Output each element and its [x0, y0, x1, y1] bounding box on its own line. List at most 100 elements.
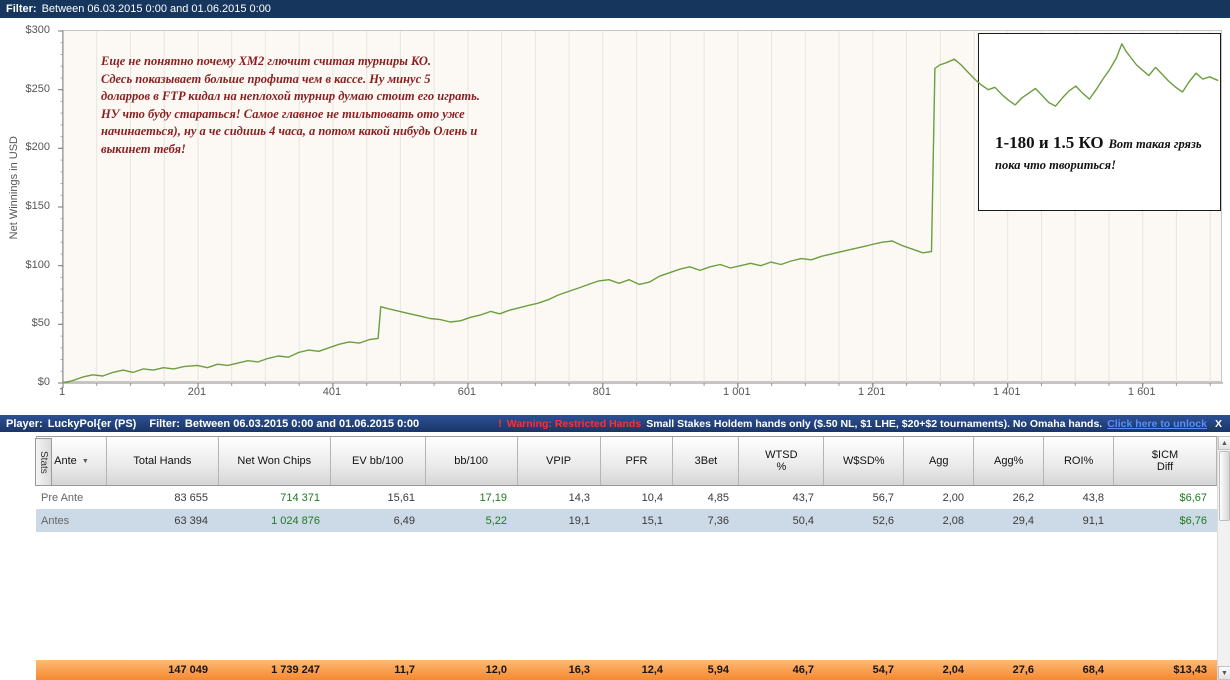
y-tick-label: $100 — [25, 258, 50, 271]
col-header-label: Ante — [54, 455, 77, 467]
x-tick-label: 1 — [58, 386, 66, 398]
summary-cell: 27,6 — [1012, 664, 1034, 676]
x-tick-label: 1 201 — [858, 386, 886, 398]
summary-row: 147 049 1 739 247 11,7 12,0 16,3 12,4 5,94 46,7… — [36, 660, 1217, 680]
summary-cell: 68,4 — [1082, 664, 1104, 676]
col-header-vpip[interactable]: VPIP — [518, 437, 601, 485]
cell-value: 43,7 — [792, 491, 814, 504]
col-header-icm-diff[interactable]: $ICM Diff — [1114, 437, 1217, 485]
cell-value: 17,19 — [479, 491, 507, 504]
y-tick-label: $50 — [31, 317, 50, 330]
net-winnings-chart: Net Winnings in USD $0 $50 $100 $150 $200 $25… — [0, 18, 1230, 415]
top-filter-bar: Filter: Between 06.03.2015 0:00 and 01.0… — [0, 0, 1230, 18]
cell-value: 63 394 — [174, 514, 208, 527]
cell-value: 52,6 — [872, 514, 894, 527]
col-header-label: Net Won Chips — [237, 455, 312, 467]
cell-value: 91,1 — [1082, 514, 1104, 527]
summary-cell: 46,7 — [792, 664, 814, 676]
summary-cell: 12,0 — [485, 664, 507, 676]
cell-value: 15,61 — [387, 491, 415, 504]
scroll-down-icon[interactable]: ▼ — [1218, 666, 1230, 680]
cell-value: 43,8 — [1082, 491, 1104, 504]
warning-title: Warning: Restricted Hands — [506, 417, 642, 430]
col-header-ante[interactable]: Ante ▼ — [37, 437, 107, 485]
col-header-label: ROI% — [1063, 455, 1094, 467]
col-header-w-sd[interactable]: W$SD% — [824, 437, 905, 485]
col-header-agg[interactable]: Agg — [904, 437, 975, 485]
cell-value: 29,4 — [1012, 514, 1034, 527]
col-header-label: W$SD% — [843, 455, 885, 467]
col-header-total-hands[interactable]: Total Hands — [107, 437, 219, 485]
y-tick-label: $300 — [25, 24, 50, 36]
col-header-ev-bb-100[interactable]: EV bb/100 — [331, 437, 426, 485]
cell-value: $6,67 — [1179, 491, 1207, 504]
summary-cell: 54,7 — [872, 664, 894, 676]
col-header-wtsd[interactable]: WTSD % — [739, 437, 825, 485]
cell-value: 5,22 — [485, 514, 507, 527]
summary-cell: 11,7 — [394, 664, 415, 676]
x-tick-label: 201 — [187, 386, 207, 398]
scroll-up-icon[interactable]: ▲ — [1218, 436, 1230, 450]
col-header-label: 3Bet — [694, 455, 718, 467]
col-header-3bet[interactable]: 3Bet — [673, 437, 740, 485]
stats-table-area: Ante ▼ Total Hands Net Won Chips EV bb/100 bb… — [0, 432, 1230, 680]
stats-tab[interactable]: Stats — [35, 438, 52, 486]
cell-value: 14,3 — [568, 491, 590, 504]
x-axis-tick-labels: 1 201 401 601 801 1 001 1 201 1 401 1 601 — [58, 386, 1222, 400]
x-tick-label: 601 — [457, 386, 477, 398]
player-filter-bar: Player: LuckyPol{er (PS) Filter: Between… — [0, 415, 1230, 432]
warning-icon: ! — [498, 417, 502, 430]
row-label: Antes — [41, 514, 70, 527]
player-name: LuckyPol{er (PS) — [47, 417, 137, 430]
y-tick-label: $150 — [25, 200, 50, 212]
cell-value: 7,36 — [707, 514, 729, 527]
col-header-label: $ICM Diff — [1151, 449, 1179, 473]
col-header-label: bb/100 — [454, 455, 488, 467]
summary-cell: $13,43 — [1173, 664, 1207, 676]
cell-value: 2,08 — [942, 514, 964, 527]
cell-value: 714 371 — [280, 491, 320, 504]
summary-cell: 16,3 — [568, 664, 590, 676]
scrollbar-thumb[interactable] — [1219, 451, 1230, 521]
y-tick-label: $250 — [25, 82, 50, 95]
summary-cell: 147 049 — [168, 664, 208, 676]
col-header-roi[interactable]: ROI% — [1044, 437, 1115, 485]
chart-callout-box: 1-180 и 1.5 КО Вот такая грязь пока что т… — [978, 33, 1221, 211]
col-header-label: Total Hands — [133, 455, 192, 467]
player-filter-value: Between 06.03.2015 0:00 and 01.06.2015 0… — [184, 417, 420, 430]
player-label: Player: — [6, 417, 43, 430]
callout-text: Вот такая грязь пока что твориться! — [995, 137, 1202, 172]
cell-value: 4,85 — [707, 491, 729, 504]
cell-value: 83 655 — [174, 491, 208, 504]
col-header-agg[interactable]: Agg% — [974, 437, 1045, 485]
table-row[interactable]: Antes 63 394 1 024 876 6,49 5,22 19,1 15,1 7,36… — [36, 509, 1217, 532]
table-body: Pre Ante 83 655 714 371 15,61 17,19 14,3 10,4 4… — [36, 486, 1217, 532]
plot-area: 1-180 и 1.5 КО Вот такая грязь пока что т… — [58, 30, 1223, 388]
summary-cell: 12,4 — [641, 664, 663, 676]
col-header-label: Agg — [928, 455, 949, 467]
table-row[interactable]: Pre Ante 83 655 714 371 15,61 17,19 14,3 10,4 4… — [36, 486, 1217, 509]
warning-text: Small Stakes Holdem hands only ($.50 NL,… — [646, 417, 1103, 430]
cell-value: 1 024 876 — [271, 514, 320, 527]
restricted-hands-warning: ! Warning: Restricted Hands Small Stakes… — [498, 418, 1222, 430]
cell-value: 15,1 — [641, 514, 663, 527]
col-header-pfr[interactable]: PFR — [601, 437, 674, 485]
unlock-link[interactable]: Click here to unlock — [1107, 417, 1207, 430]
col-header-net-won-chips[interactable]: Net Won Chips — [219, 437, 331, 485]
summary-cell: 2,04 — [942, 664, 964, 676]
filter-label: Filter: — [6, 3, 37, 15]
x-tick-label: 401 — [322, 386, 342, 398]
warning-close-button[interactable]: X — [1214, 417, 1222, 430]
table-scrollbar[interactable]: ▲ ▼ — [1217, 436, 1230, 680]
chart-note: Еще не понятно почему ХМ2 глючит считая … — [101, 54, 480, 156]
col-header-bb-100[interactable]: bb/100 — [426, 437, 518, 485]
stats-table: Ante ▼ Total Hands Net Won Chips EV bb/100 bb… — [36, 436, 1217, 532]
col-header-label: WTSD % — [765, 449, 798, 473]
ante-filter-dropdown-icon[interactable]: ▼ — [81, 457, 89, 465]
y-tick-label: $200 — [25, 141, 50, 154]
row-label: Pre Ante — [41, 491, 84, 504]
cell-value: 10,4 — [641, 491, 663, 504]
table-header-row: Ante ▼ Total Hands Net Won Chips EV bb/100 bb… — [36, 436, 1217, 486]
cell-value: 50,4 — [792, 514, 814, 527]
